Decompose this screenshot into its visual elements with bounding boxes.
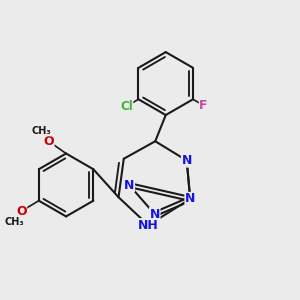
Text: N: N [124,178,134,192]
Text: O: O [43,135,54,148]
Text: Cl: Cl [120,100,133,113]
Text: O: O [16,205,27,218]
Text: CH₃: CH₃ [32,126,51,136]
Text: N: N [149,208,160,221]
Text: NH: NH [138,219,159,232]
Text: CH₃: CH₃ [4,217,24,227]
Text: N: N [182,154,192,167]
Text: F: F [199,99,208,112]
Text: N: N [185,193,195,206]
